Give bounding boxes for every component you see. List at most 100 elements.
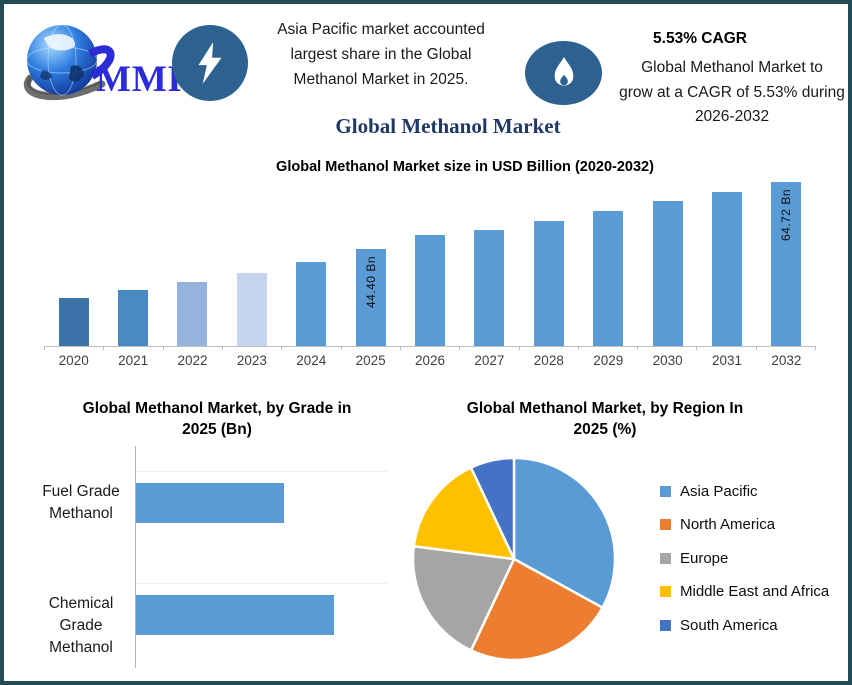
axis-tick (757, 347, 817, 350)
year-label-2031: 2031 (711, 353, 743, 368)
grade-chart: Global Methanol Market, by Grade in 2025 … (32, 398, 402, 671)
pie-slice-middle-east-and-africa (412, 466, 516, 561)
legend-item: South America (660, 614, 829, 636)
legend-swatch (660, 519, 671, 530)
cagr-line: 2026-2032 (694, 108, 770, 125)
bar-2020 (58, 298, 89, 346)
legend-swatch (660, 485, 671, 497)
legend-label: North America (680, 516, 776, 533)
market-size-bars: 44.40 Bn 64.72 Bn (44, 180, 816, 346)
axis-tick (401, 347, 461, 350)
lightning-badge (172, 25, 248, 101)
globe-icon (24, 24, 115, 100)
legend-item: Middle East and Africa (660, 581, 829, 603)
gridline (135, 471, 387, 472)
axis-tick (164, 347, 223, 350)
bar-column-2029 (579, 211, 638, 346)
axis-tick (638, 347, 698, 350)
grade-chart-plot: Fuel Grade Methanol Chemical Grade Methanol (32, 443, 402, 671)
note-line: largest share in the Global (290, 46, 472, 63)
brand-logo: MMR (16, 18, 195, 104)
pie-slice-north-america (469, 557, 604, 662)
bar-2030 (652, 201, 683, 346)
market-size-chart: Global Methanol Market size in USD Billi… (44, 157, 817, 368)
year-label-2026: 2026 (415, 353, 446, 368)
pie-chart-graphic (411, 456, 617, 662)
grade-bar-chemical (136, 595, 334, 635)
note-line: Methanol Market in 2025. (293, 71, 469, 88)
grade-category-label: Fuel Grade Methanol (32, 481, 130, 525)
title-line: 2025 (%) (573, 421, 637, 438)
region-legend: Asia Pacific North America Europe Middle Ea… (660, 480, 829, 648)
legend-item: Asia Pacific (660, 480, 829, 502)
market-size-chart-title: Global Methanol Market size in USD Billi… (276, 159, 654, 175)
region-chart-title: Global Methanol Market, by Region In 2025… (404, 398, 848, 440)
legend-label: South America (680, 616, 778, 634)
bar-column-2022 (163, 282, 222, 346)
legend-swatch (660, 619, 671, 631)
year-label-2027: 2027 (474, 353, 505, 368)
cagr-text: Global Methanol Market to grow at a CAGR … (610, 56, 848, 130)
year-label-2021: 2021 (118, 353, 149, 368)
legend-label: Middle East and Africa (680, 583, 830, 600)
year-label-2032: 2032 (771, 353, 802, 368)
legend-label: Europe (680, 549, 729, 567)
bar-2022 (177, 282, 208, 346)
year-label-2029: 2029 (593, 353, 624, 368)
bar-column-2031 (697, 192, 756, 346)
bar-column-2023 (222, 273, 281, 346)
cagr-block: 5.53% CAGR Global Methanol Market to grow… (610, 30, 848, 130)
page-title: Global Methanol Market (335, 114, 561, 138)
bar-column-2020 (44, 298, 103, 346)
label-line: Methanol (49, 505, 113, 522)
y-axis-line (135, 446, 136, 668)
axis-tick (104, 347, 164, 350)
label-line: Fuel Grade (42, 483, 120, 500)
bar-column-2025: 44.40 Bn (341, 249, 400, 346)
legend-label: Asia Pacific (680, 482, 758, 500)
bar-column-2024 (282, 262, 341, 346)
axis-tick (223, 347, 283, 350)
pie-slice-asia-pacific (512, 456, 617, 609)
bar-2029 (593, 211, 624, 346)
year-label-2028: 2028 (533, 353, 564, 368)
cagr-line: Global Methanol Market to (641, 59, 823, 76)
x-axis-labels: 2020 2021 2022 2023 2024 2025 2026 2027 2028 2029… (44, 353, 816, 368)
title-line: Global Methanol Market, by Grade in (82, 400, 352, 417)
flame-icon (554, 56, 573, 86)
pie-slice-south-america (469, 456, 516, 561)
year-label-2020: 2020 (58, 353, 89, 368)
axis-tick (697, 347, 757, 350)
bar-2026 (415, 235, 446, 346)
year-label-2022: 2022 (177, 353, 208, 368)
bar-2031 (711, 192, 742, 346)
flame-badge (525, 41, 602, 105)
legend-swatch (660, 586, 671, 597)
axis-tick (342, 347, 401, 350)
title-line: Global Methanol Market, by Region In (466, 400, 744, 417)
year-label-2023: 2023 (236, 353, 267, 368)
axis-tick (579, 347, 639, 350)
bar-column-2026 (400, 235, 459, 346)
pie-slice-europe (411, 545, 516, 652)
region-pie (408, 453, 620, 670)
bar-2023 (236, 273, 267, 346)
axis-tick (520, 347, 579, 350)
label-line: Methanol (49, 639, 113, 656)
label-line: Chemical Grade (48, 595, 114, 634)
axis-tick (282, 347, 342, 350)
grade-chart-title: Global Methanol Market, by Grade in 2025 … (32, 398, 402, 440)
bar-2028 (533, 221, 564, 346)
axis-tick (460, 347, 520, 350)
title-line: 2025 (Bn) (182, 421, 252, 438)
bar-2025: 44.40 Bn (355, 249, 386, 346)
market-highlight-note: Asia Pacific market accounted largest sha… (252, 17, 510, 92)
bar-column-2028 (519, 221, 578, 346)
bar-column-2021 (103, 290, 162, 346)
bar-column-2032: 64.72 Bn (757, 182, 816, 346)
bar-column-2030 (638, 201, 697, 346)
axis-tick (44, 347, 105, 350)
bar-value-label-2032: 64.72 Bn (779, 189, 794, 242)
legend-item: Europe (660, 547, 829, 569)
